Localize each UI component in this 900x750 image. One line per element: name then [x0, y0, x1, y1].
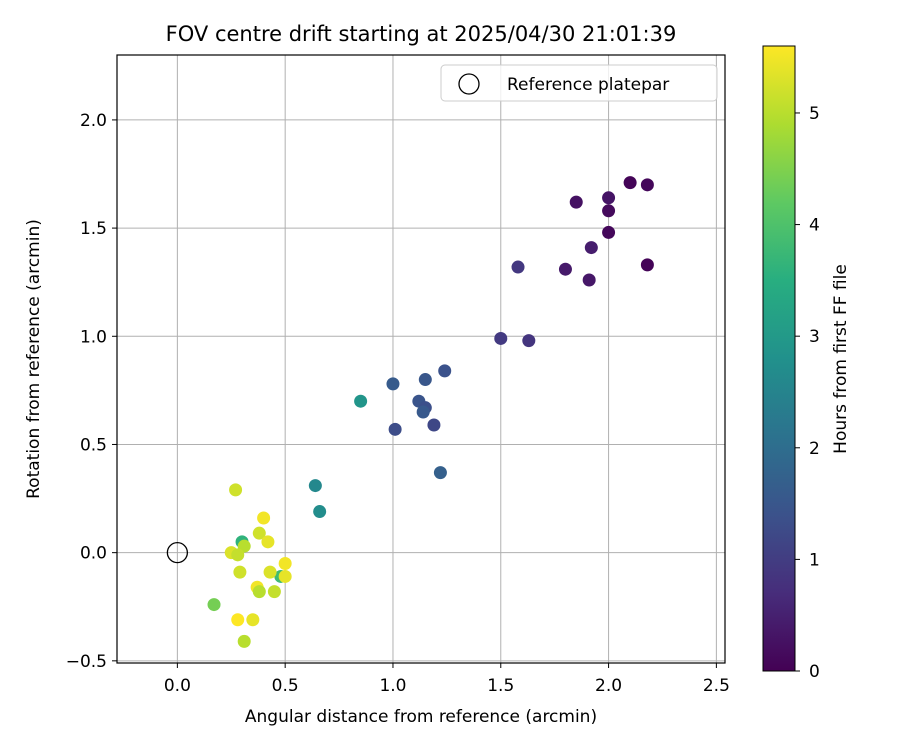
x-tick-label: 1.5: [487, 676, 514, 696]
colorbar-tick-label: 2: [809, 439, 820, 459]
data-point: [569, 195, 583, 209]
x-axis-label: Angular distance from reference (arcmin): [245, 707, 597, 727]
plot-frame: [116, 54, 726, 664]
data-point: [386, 377, 400, 391]
y-tick-label: 0.5: [80, 435, 107, 455]
data-point: [522, 334, 536, 348]
legend: Reference platepar: [440, 64, 718, 102]
x-tick-label: 2.5: [703, 676, 730, 696]
data-point: [257, 511, 271, 525]
legend-entry-reference: Reference platepar: [507, 75, 669, 95]
data-point: [233, 565, 247, 579]
data-point: [438, 364, 452, 378]
y-tick-label: 1.0: [80, 327, 107, 347]
reference-marker: [166, 542, 189, 564]
data-point: [252, 585, 266, 599]
data-points: [207, 176, 654, 648]
data-point: [207, 598, 221, 612]
colorbar-label: Hours from first FF file: [831, 264, 851, 454]
data-point: [582, 273, 596, 287]
x-tick-label: 0.0: [164, 676, 191, 696]
x-axis-ticks: 0.0 0.5 1.0 1.5 2.0 2.5: [164, 663, 730, 696]
data-point: [640, 178, 654, 192]
reference-platepar-point: [166, 542, 189, 564]
colorbar-tick-label: 1: [809, 550, 820, 570]
colorbar-tick-label: 5: [809, 104, 820, 124]
data-point: [229, 483, 243, 497]
data-point: [558, 262, 572, 276]
data-point: [231, 613, 245, 627]
grid-lines: [117, 55, 725, 663]
data-point: [231, 548, 245, 562]
colorbar-tick-label: 4: [809, 216, 820, 236]
data-point: [433, 466, 447, 480]
data-point: [313, 505, 327, 519]
y-tick-label: 1.5: [80, 219, 107, 239]
chart-title: FOV centre drift starting at 2025/04/30 …: [166, 22, 677, 46]
data-point: [261, 535, 275, 549]
data-point: [278, 569, 292, 583]
data-point: [308, 479, 322, 493]
data-point: [602, 191, 616, 205]
colorbar-tick-label: 3: [809, 327, 820, 347]
data-point: [602, 204, 616, 218]
x-tick-label: 1.0: [379, 676, 406, 696]
colorbar-ticks: 0 1 2 3 4 5: [795, 104, 820, 682]
data-point: [252, 526, 266, 540]
data-point: [237, 634, 251, 648]
data-point: [427, 418, 441, 432]
data-point: [623, 176, 637, 190]
data-point: [354, 394, 368, 408]
data-point: [494, 331, 508, 345]
y-axis-ticks: −0.5 0.0 0.5 1.0 1.5 2.0: [66, 111, 117, 672]
y-axis-label: Rotation from reference (arcmin): [24, 219, 44, 499]
x-tick-label: 2.0: [595, 676, 622, 696]
y-tick-label: 2.0: [80, 111, 107, 131]
data-point: [584, 241, 598, 255]
data-point: [263, 565, 277, 579]
data-point: [246, 613, 260, 627]
data-point: [602, 225, 616, 239]
colorbar: 0 1 2 3 4 5 Hours from first FF file: [762, 45, 851, 682]
x-tick-label: 0.5: [272, 676, 299, 696]
legend-box: [440, 64, 718, 102]
data-point: [416, 405, 430, 419]
colorbar-gradient: [762, 45, 796, 672]
data-point: [418, 373, 432, 387]
data-point: [640, 258, 654, 272]
data-point: [388, 422, 402, 436]
colorbar-tick-label: 0: [809, 662, 820, 682]
y-tick-label: 0.0: [80, 544, 107, 564]
legend-reference-marker: [458, 73, 480, 95]
data-point: [278, 556, 292, 570]
y-tick-label: −0.5: [66, 652, 107, 672]
data-point: [511, 260, 525, 274]
data-point: [267, 585, 281, 599]
